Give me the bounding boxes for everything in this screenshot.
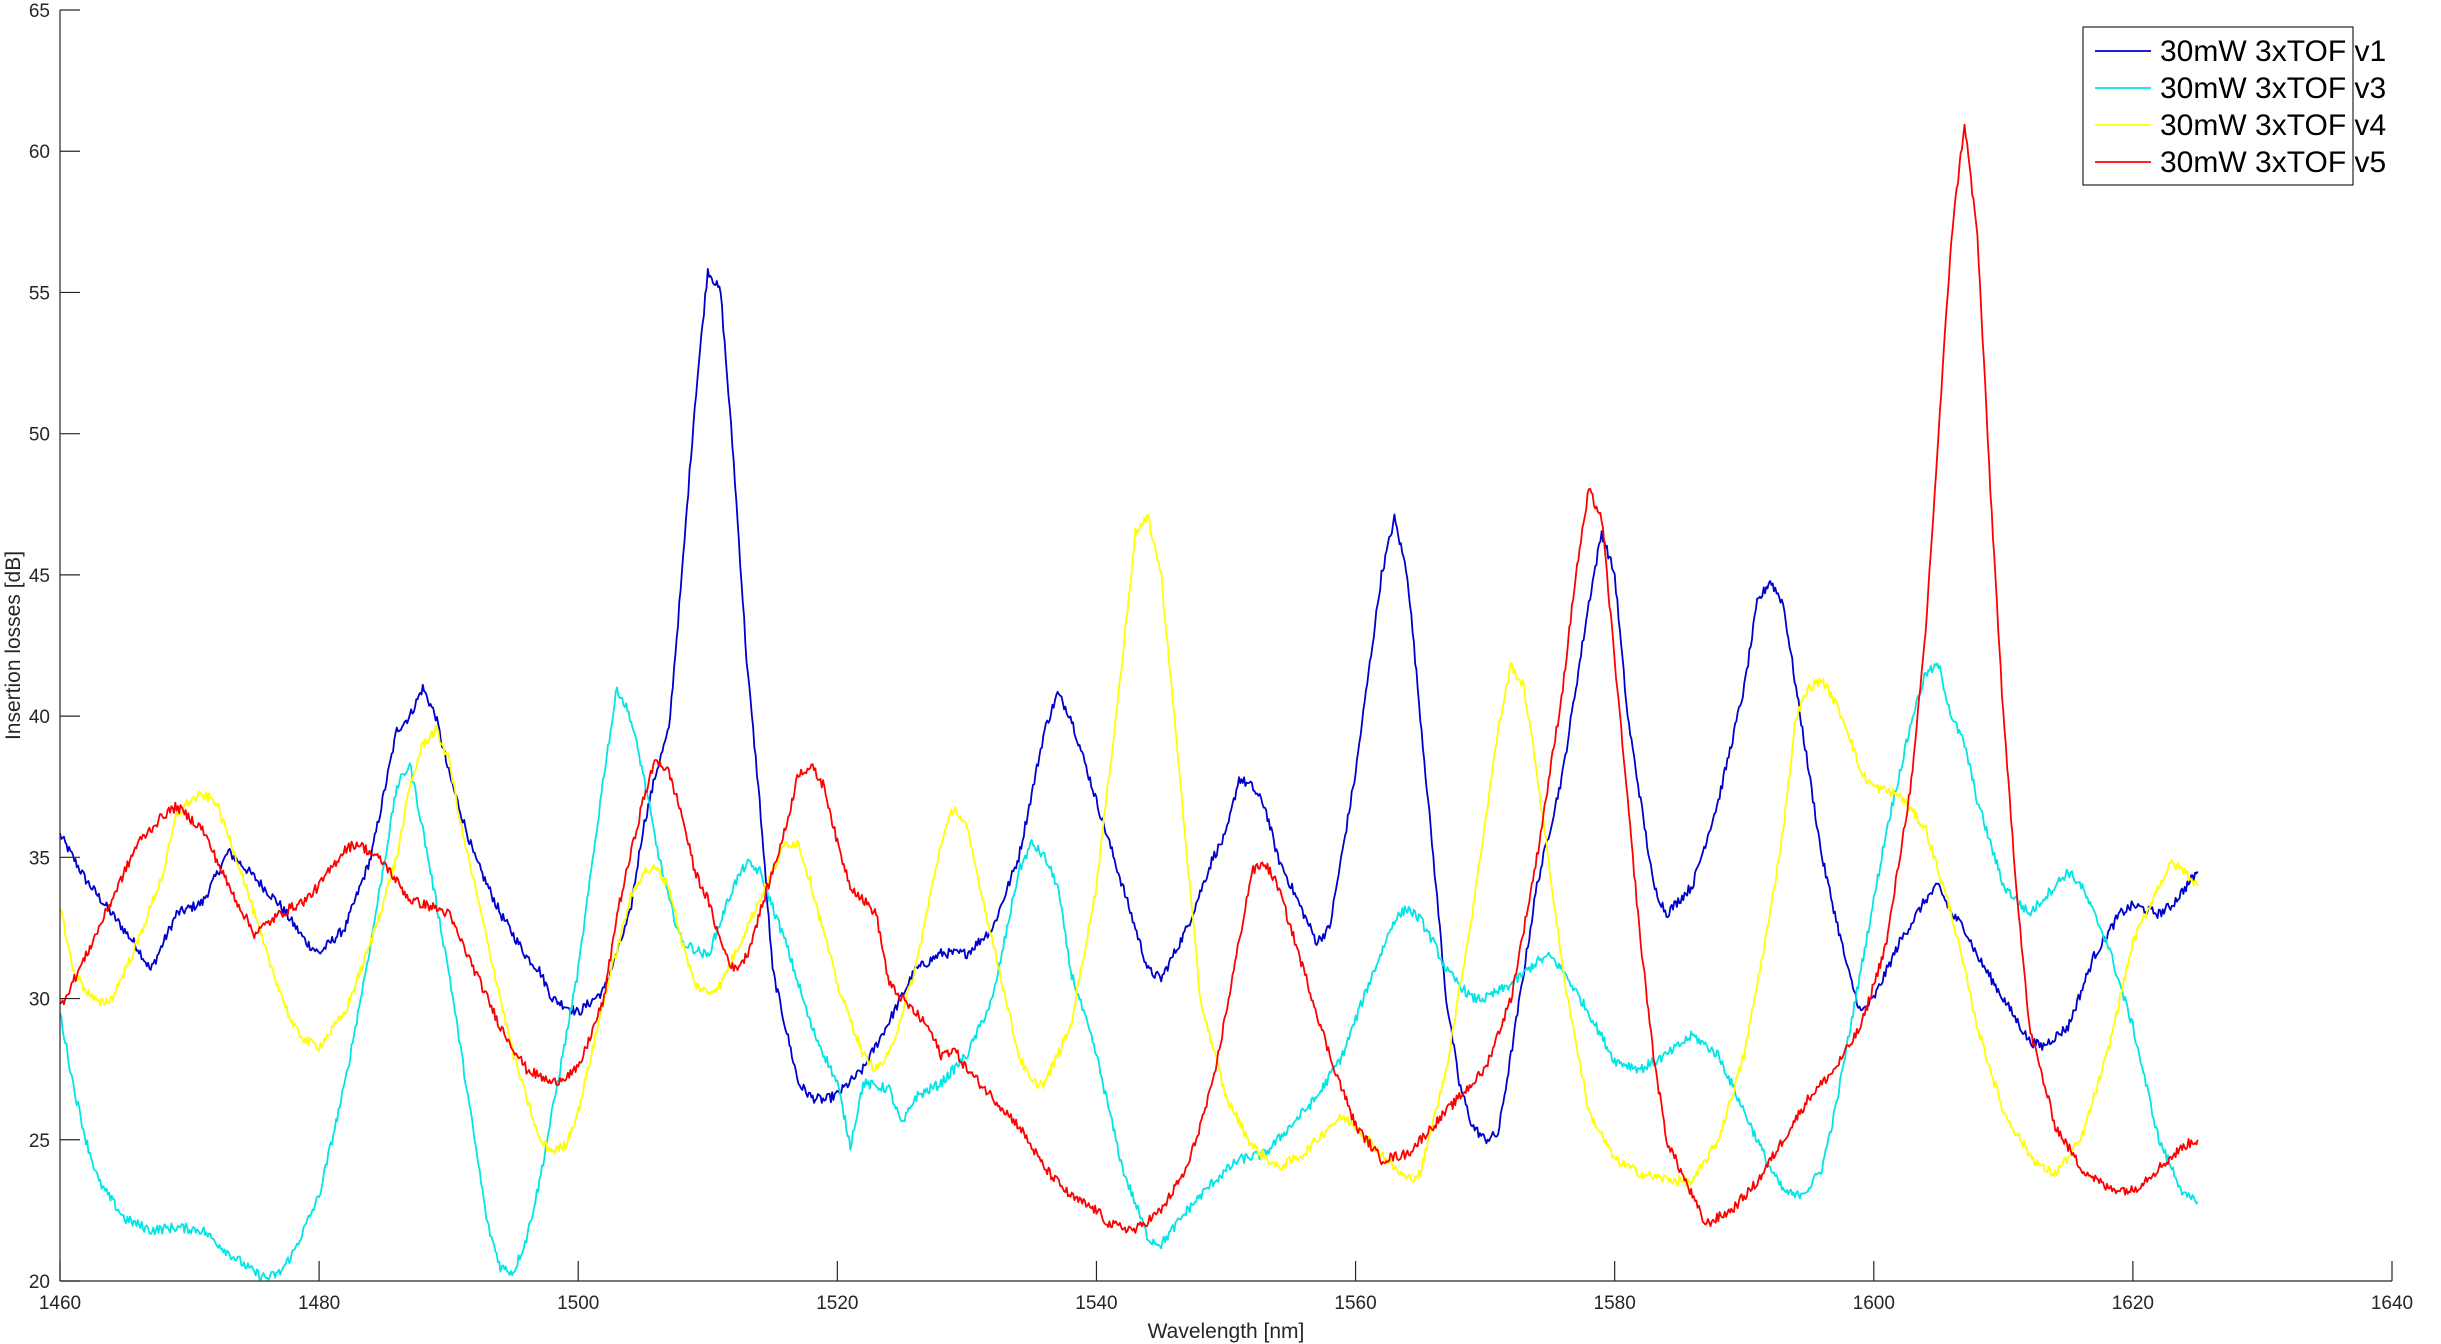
legend-box (2082, 26, 2354, 186)
y-tick-label-40: 40 (29, 707, 50, 728)
y-tick-label-50: 50 (29, 425, 50, 446)
series-layer (59, 123, 2199, 1281)
x-tick-label-1540: 1540 (1075, 1293, 1117, 1314)
x-tick-label-1620: 1620 (2112, 1293, 2154, 1314)
y-tick-label-30: 30 (29, 990, 50, 1011)
axes-layer: 1460 1480 1500 1520 1540 1560 1580 1600 1620 1640… (29, 1, 2413, 1314)
legend-label-2: 30mW 3xTOF v3 (2160, 72, 2386, 105)
x-tick-label-1580: 1580 (1594, 1293, 1636, 1314)
legend: 30mW 3xTOF v1 30mW 3xTOF v3 30mW 3xTOF v4 3… (2082, 26, 2386, 186)
x-tick-label-1560: 1560 (1334, 1293, 1376, 1314)
series-line-1 (59, 268, 2199, 1145)
x-tick-label-1600: 1600 (1853, 1293, 1895, 1314)
y-tick-label-65: 65 (29, 1, 50, 22)
x-tick-label-1500: 1500 (557, 1293, 599, 1314)
y-tick-label-20: 20 (29, 1272, 50, 1293)
x-axis-label: Wavelength [nm] (1148, 1320, 1305, 1343)
y-tick-label-45: 45 (29, 566, 50, 587)
legend-label-4: 30mW 3xTOF v5 (2160, 146, 2386, 179)
x-tick-label-1480: 1480 (298, 1293, 340, 1314)
y-tick-label-25: 25 (29, 1131, 50, 1152)
y-axis-label: Insertion losses [dB] (2, 551, 25, 740)
x-tick-label-1460: 1460 (39, 1293, 81, 1314)
legend-label-1: 30mW 3xTOF v1 (2160, 35, 2386, 68)
x-tick-label-1520: 1520 (816, 1293, 858, 1314)
series-line-4 (59, 123, 2199, 1234)
x-tick-label-1640: 1640 (2371, 1293, 2413, 1314)
y-tick-label-60: 60 (29, 142, 50, 163)
series-line-2 (59, 662, 2199, 1281)
y-tick-label-55: 55 (29, 283, 50, 304)
y-tick-label-35: 35 (29, 848, 50, 869)
legend-label-3: 30mW 3xTOF v4 (2160, 109, 2386, 142)
series-line-3 (59, 514, 2199, 1188)
